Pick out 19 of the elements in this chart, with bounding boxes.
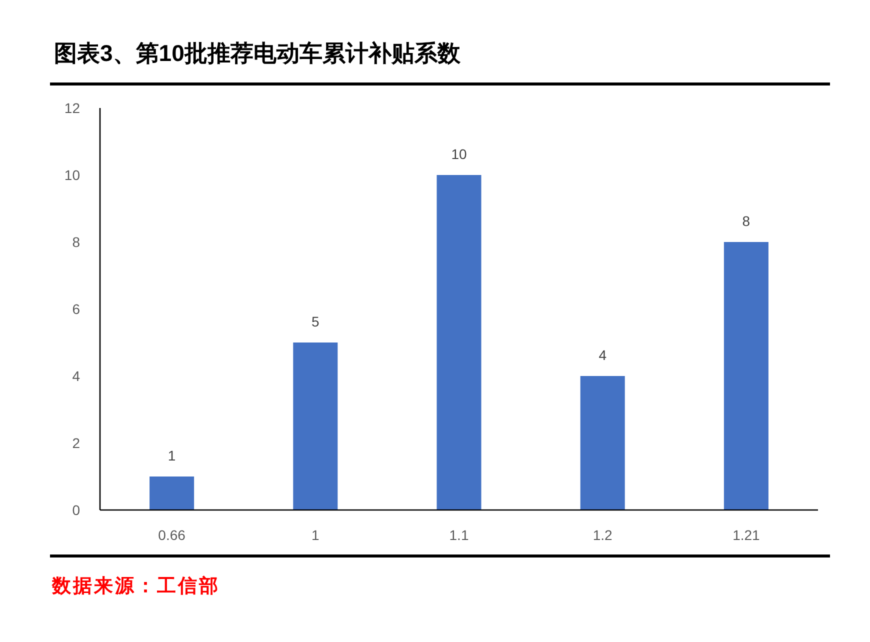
x-tick-label: 1	[312, 527, 320, 543]
y-tick-label: 2	[72, 435, 80, 451]
data-label: 1	[168, 448, 176, 464]
data-label: 10	[451, 146, 467, 162]
y-tick-label: 12	[64, 100, 80, 116]
y-tick-label: 6	[72, 301, 80, 317]
x-tick-label: 1.2	[592, 527, 612, 543]
y-tick-label: 10	[64, 167, 80, 183]
x-tick-label: 1.21	[732, 527, 760, 543]
x-tick-label: 1.1	[449, 527, 469, 543]
annotation: 数据来源：工信部	[52, 576, 220, 597]
data-label: 4	[598, 347, 606, 363]
y-tick-label: 0	[72, 502, 80, 518]
x-tick-label: 0.66	[158, 527, 186, 543]
data-label: 8	[742, 213, 750, 229]
y-tick-label: 8	[72, 234, 80, 250]
data-label: 5	[312, 314, 320, 330]
title: 图表3、第10批推荐电动车累计补贴系数	[54, 40, 460, 66]
y-tick-label: 4	[72, 368, 80, 384]
